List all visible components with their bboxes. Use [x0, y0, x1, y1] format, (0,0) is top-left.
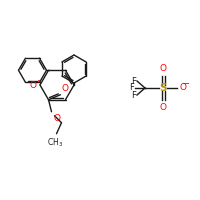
Text: •: • — [36, 78, 40, 84]
Text: O: O — [29, 80, 36, 90]
Text: O: O — [53, 114, 60, 123]
Text: O: O — [62, 84, 68, 93]
Text: CH$_3$: CH$_3$ — [47, 137, 64, 149]
Text: O: O — [180, 84, 187, 92]
Text: O: O — [160, 103, 166, 112]
Text: F: F — [129, 84, 134, 92]
Text: S: S — [159, 83, 167, 93]
Text: F: F — [131, 90, 136, 99]
Text: −: − — [182, 79, 190, 90]
Text: F: F — [131, 76, 136, 86]
Text: O: O — [160, 64, 166, 73]
